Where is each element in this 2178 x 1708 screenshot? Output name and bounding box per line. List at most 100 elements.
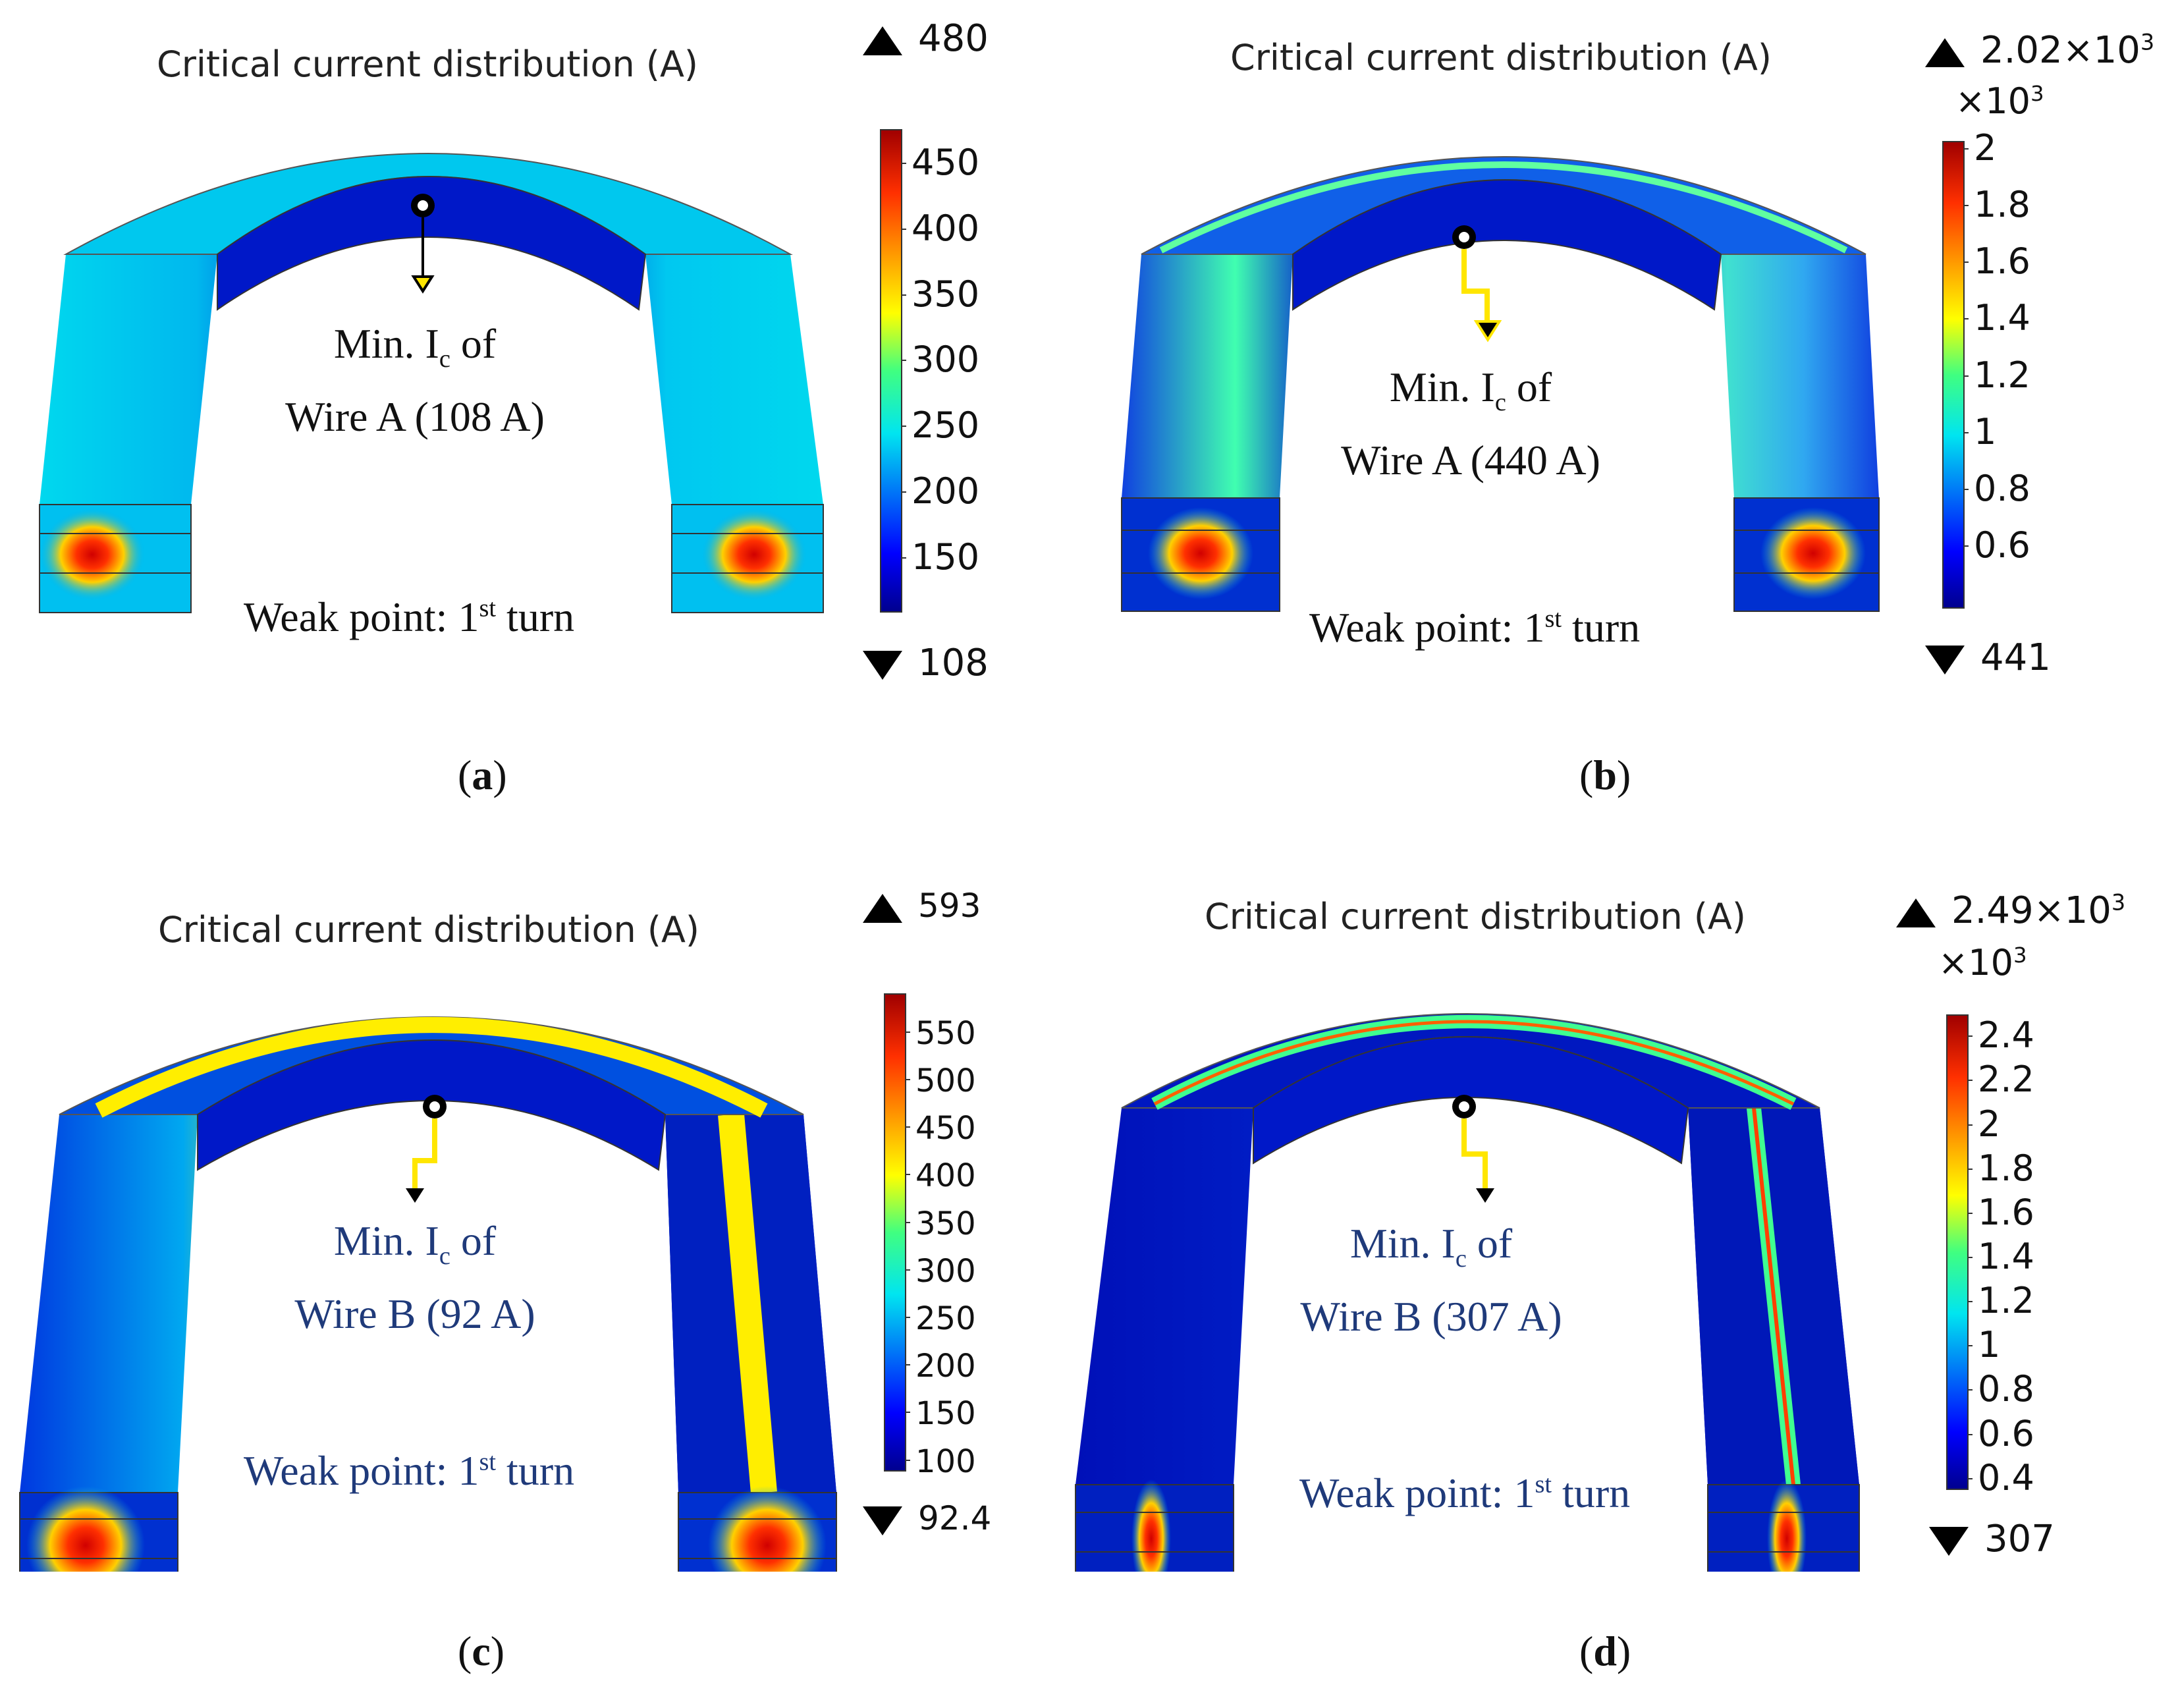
caption-letter: d <box>1593 1628 1617 1674</box>
colorbar-tick-label: 450 <box>912 142 980 184</box>
panel-caption: (c) <box>458 1628 505 1674</box>
colorbar-tick-label: 1 <box>1978 1324 2001 1366</box>
colorbar-tick-mark <box>902 294 906 296</box>
colorbar-tick-label: 1.2 <box>1978 1280 2034 1322</box>
annotation-wire: Wire B (307 A) <box>1300 1292 1562 1340</box>
colorbar-tick-label: 550 <box>915 1014 976 1052</box>
colorbar-tick-mark <box>1965 488 1969 490</box>
colorbar-tick-mark <box>906 1459 910 1461</box>
min-value: 307 <box>1984 1518 2055 1560</box>
colorbar-tick-mark <box>902 426 906 427</box>
colorbar-tick-label: 350 <box>915 1205 976 1242</box>
colorbar <box>1946 1014 1969 1490</box>
panel-c: Critical current distribution (A) Min. I… <box>0 854 1089 1707</box>
min-value: 441 <box>1980 636 2051 679</box>
colorbar-tick-label: 150 <box>912 536 980 578</box>
multiplier-exp: 3 <box>2013 943 2027 968</box>
colorbar-tick-label: 400 <box>915 1157 976 1195</box>
max-value: 2.02×10 <box>1980 29 2140 72</box>
annotation-sub: c <box>439 1242 450 1270</box>
panel-b: Critical current distribution (A) Min. I… <box>1089 0 2177 854</box>
colorbar-min-label: 441 <box>1925 636 2051 679</box>
triangle-up-icon <box>863 893 902 923</box>
annotation-sub: c <box>1455 1244 1467 1273</box>
multiplier-base: ×10 <box>1955 80 2030 122</box>
colorbar-tick-mark <box>906 1078 910 1080</box>
panel-title: Critical current distribution (A) <box>157 43 698 85</box>
weak-sup: st <box>479 1448 497 1476</box>
colorbar-tick-label: 2.2 <box>1978 1059 2034 1101</box>
weak-point-label: Weak point: 1st turn <box>1299 1469 1630 1518</box>
colorbar-tick-label: 1.2 <box>1974 354 2030 396</box>
panel-caption: (d) <box>1579 1628 1631 1674</box>
colorbar-tick-mark <box>1969 1124 1973 1126</box>
colorbar <box>880 129 902 613</box>
colorbar-tick-label: 1 <box>1974 410 1997 453</box>
triangle-down-icon <box>1929 1526 1969 1556</box>
weak-post: turn <box>496 1447 575 1494</box>
weak-point-label: Weak point: 1st turn <box>1309 603 1640 652</box>
colorbar-tick-mark <box>902 491 906 493</box>
colorbar-tick-label: 150 <box>915 1395 976 1433</box>
colorbar-tick-label: 2 <box>1978 1103 2001 1145</box>
weak-sup: st <box>1544 605 1562 633</box>
triangle-down-icon <box>1925 645 1965 675</box>
colorbar-max-label: 593 <box>863 887 981 925</box>
panel-title: Critical current distribution (A) <box>158 909 699 950</box>
colorbar-tick-mark <box>1969 1389 1973 1391</box>
colorbar-tick-mark <box>1969 1035 1973 1037</box>
colorbar-tick-label: 0.4 <box>1978 1456 2034 1499</box>
colorbar-tick-label: 1.4 <box>1978 1235 2034 1277</box>
panel-caption: (b) <box>1579 752 1631 798</box>
colorbar-tick-mark <box>906 1174 910 1176</box>
colorbar-tick-mark <box>1969 1080 1973 1082</box>
colorbar-tick-label: 250 <box>915 1300 976 1337</box>
colorbar-tick-mark <box>1969 1477 1973 1479</box>
colorbar-min-label: 307 <box>1929 1518 2055 1560</box>
colorbar-tick-mark <box>902 228 906 230</box>
colorbar-max-label: 480 <box>863 17 989 60</box>
weak-pre: Weak point: 1 <box>244 593 479 640</box>
colorbar-tick-mark <box>1965 318 1969 320</box>
annotation-sub: c <box>439 344 450 373</box>
colorbar-tick-label: 1.6 <box>1978 1191 2034 1233</box>
coil-render <box>19 1016 837 1572</box>
colorbar-tick-mark <box>1965 204 1969 206</box>
colorbar-tick-label: 2 <box>1974 126 1997 169</box>
triangle-down-icon <box>863 650 902 680</box>
coil-render <box>1121 156 1880 612</box>
colorbar-tick-mark <box>906 1412 910 1414</box>
colorbar-min-label: 92.4 <box>863 1499 991 1537</box>
min-value: 108 <box>918 642 989 684</box>
annotation-wire: Wire A (108 A) <box>285 393 545 440</box>
triangle-up-icon <box>1925 38 1965 67</box>
colorbar-max-label: 2.49×103 <box>1896 889 2125 932</box>
colorbar-tick-label: 1.6 <box>1974 240 2030 283</box>
colorbar-tick-label: 200 <box>912 470 980 512</box>
colorbar-tick-label: 350 <box>912 273 980 315</box>
colorbar-multiplier: ×103 <box>1938 942 2027 983</box>
triangle-up-icon <box>1896 898 1936 927</box>
annotation-post: of <box>1466 1220 1513 1267</box>
annotation-wire: Wire B (92 A) <box>294 1290 535 1337</box>
colorbar-tick-mark <box>902 360 906 362</box>
colorbar-tick-label: 0.6 <box>1974 524 2030 566</box>
min-ic-annotation: Min. Ic of Wire A (108 A) <box>250 315 580 446</box>
colorbar-tick-mark <box>1965 375 1969 377</box>
panel-a: Critical current distribution (A) Min. I… <box>0 0 1089 854</box>
weak-sup: st <box>479 594 497 622</box>
colorbar-tick-label: 0.8 <box>1974 467 2030 509</box>
weak-pre: Weak point: 1 <box>1299 1470 1535 1516</box>
annotation-post: of <box>450 320 497 367</box>
colorbar-min-label: 108 <box>863 642 989 684</box>
weak-post: turn <box>496 593 575 640</box>
colorbar-tick-mark <box>1965 148 1969 150</box>
colorbar-tick-mark <box>906 1364 910 1366</box>
max-value: 2.49×10 <box>1951 889 2111 932</box>
weak-pre: Weak point: 1 <box>1309 604 1545 651</box>
min-ic-annotation: Min. Ic of Wire B (92 A) <box>250 1212 580 1343</box>
weak-point-label: Weak point: 1st turn <box>244 593 574 642</box>
annotation-sub: c <box>1494 388 1506 416</box>
colorbar-tick-mark <box>902 557 906 559</box>
weak-post: turn <box>1552 1470 1631 1516</box>
